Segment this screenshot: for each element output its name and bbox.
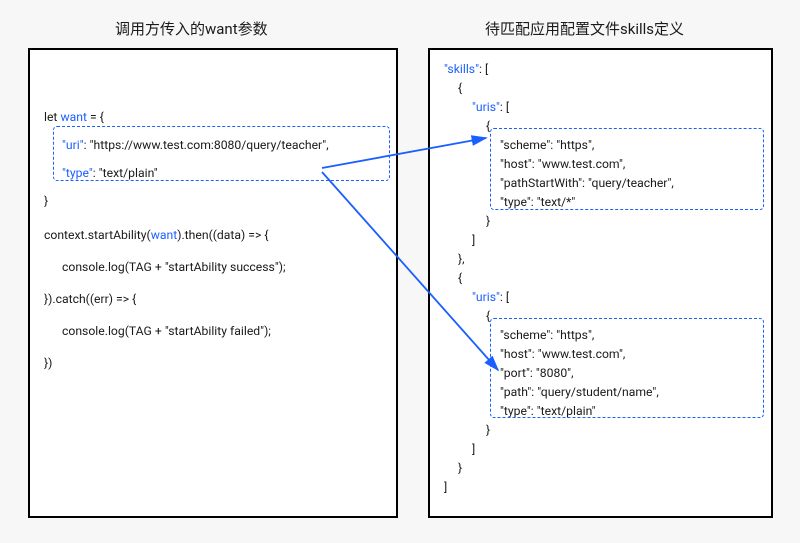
code-line: "skills": [: [444, 62, 488, 76]
code-line: }: [486, 214, 490, 228]
left-code-panel: let want = { "uri": "https://www.test.co…: [28, 48, 398, 518]
code-line: let want = {: [44, 110, 104, 124]
heading-left: 调用方传入的want参数: [115, 18, 268, 39]
code-line: "uris": [: [472, 290, 509, 304]
highlight-right-2: [490, 318, 764, 418]
code-line: {: [458, 81, 462, 95]
heading-right: 待匹配应用配置文件skills定义: [485, 18, 684, 39]
highlight-left: [53, 126, 390, 181]
code-line: }: [458, 461, 462, 475]
code-line: }).catch((err) => {: [44, 292, 136, 306]
code-line: ]: [472, 442, 475, 456]
code-line: }): [44, 356, 52, 370]
code-line: "uris": [: [472, 100, 509, 114]
right-code-panel: "skills": [ { "uris": [ { "scheme": "htt…: [428, 48, 773, 518]
code-line: },: [458, 252, 465, 266]
highlight-right-1: [490, 128, 764, 210]
code-line: }: [486, 423, 490, 437]
code-line: {: [458, 271, 462, 285]
code-line: console.log(TAG + "startAbility failed")…: [62, 324, 271, 338]
code-line: ]: [444, 480, 447, 494]
code-line: context.startAbility(want).then((data) =…: [44, 228, 269, 242]
code-line: console.log(TAG + "startAbility success"…: [62, 260, 286, 274]
code-line: }: [44, 194, 48, 208]
code-line: ]: [472, 233, 475, 247]
